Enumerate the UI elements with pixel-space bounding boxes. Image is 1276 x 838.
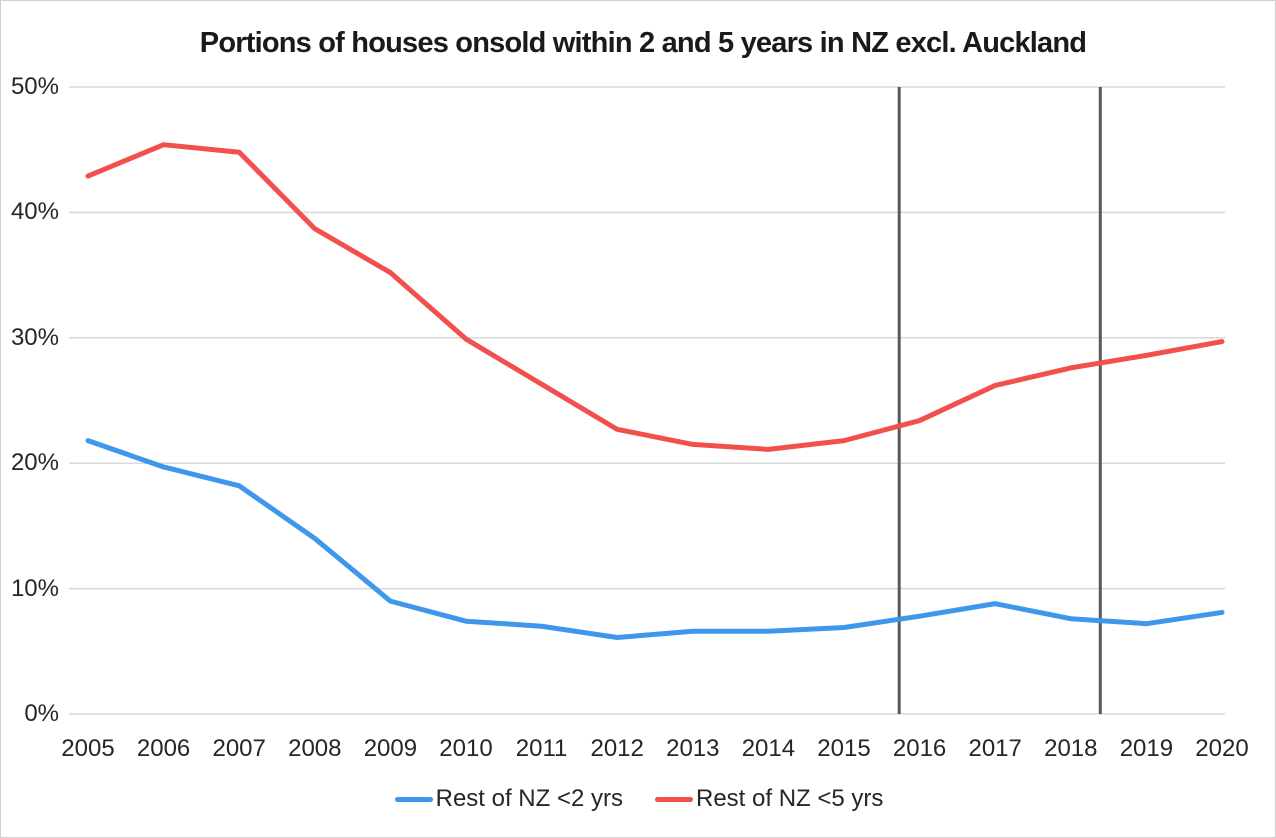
y-tick-label-10%: 10% <box>10 574 59 602</box>
legend-item-0: Rest of NZ <2 yrs <box>394 784 623 814</box>
x-tick-label-2017: 2017 <box>968 735 1022 762</box>
x-tick-label-2010: 2010 <box>439 735 493 762</box>
x-tick-label-2013: 2013 <box>666 735 720 762</box>
legend-label: Rest of NZ <5 yrs <box>696 785 884 812</box>
x-tick-label-2006: 2006 <box>136 735 191 762</box>
series-line-0 <box>85 438 1225 641</box>
legend: Rest of NZ <2 yrs Rest of NZ <5 yrs <box>1 784 1275 814</box>
x-tick-label-2016: 2016 <box>892 735 947 762</box>
x-tick-label-2015: 2015 <box>817 735 871 762</box>
y-tick-label-0%: 0% <box>24 700 59 727</box>
x-tick-label-2020: 2020 <box>1195 735 1249 762</box>
x-tick-label-2018: 2018 <box>1044 735 1098 762</box>
legend-item-1: Rest of NZ <5 yrs <box>655 784 883 814</box>
x-tick-label-2008: 2008 <box>288 735 342 762</box>
x-tick-label-2019: 2019 <box>1119 735 1174 762</box>
legend-swatch-icon <box>394 796 433 802</box>
y-tick-label-30%: 30% <box>10 323 59 351</box>
legend-swatch-icon <box>655 796 693 802</box>
x-tick-label-2012: 2012 <box>590 735 644 762</box>
series-line-1 <box>85 142 1225 452</box>
x-tick-label-2005: 2005 <box>61 735 115 762</box>
x-tick-label-2014: 2014 <box>741 735 796 762</box>
y-tick-label-40%: 40% <box>10 198 59 226</box>
y-tick-label-50%: 50% <box>10 73 59 100</box>
x-tick-label-2011: 2011 <box>515 735 568 762</box>
legend-label: Rest of NZ <2 yrs <box>435 785 623 812</box>
y-tick-label-20%: 20% <box>10 449 59 477</box>
chart-title: Portions of houses onsold within 2 and 5… <box>199 27 1087 59</box>
x-tick-label-2007: 2007 <box>212 735 266 762</box>
x-tick-label-2009: 2009 <box>363 735 418 762</box>
